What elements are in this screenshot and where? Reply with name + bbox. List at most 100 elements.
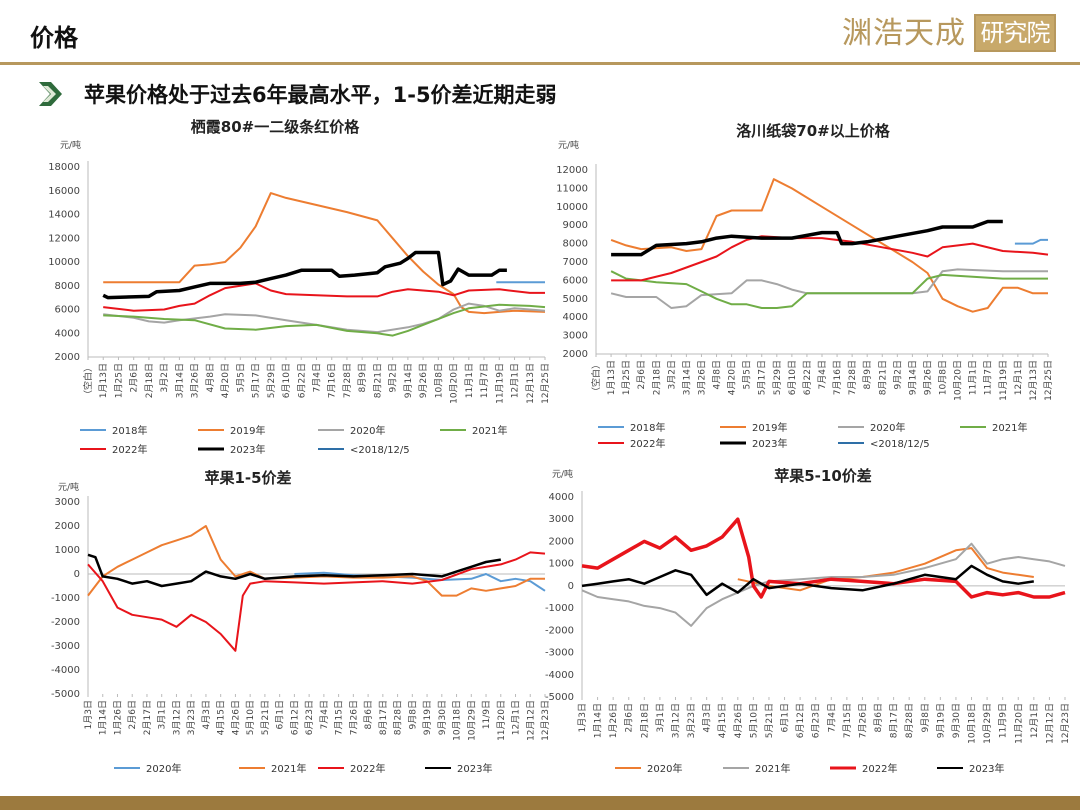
x-tick-label: 3月12日 [670, 703, 681, 738]
x-tick-label: 10月8日 [938, 360, 949, 395]
x-tick-label: 2月17日 [142, 700, 153, 735]
chart-title: 洛川纸袋70#以上价格 [736, 122, 890, 140]
x-tick-label: 8月21日 [877, 360, 888, 395]
x-tick-label: 12月25日 [1043, 360, 1054, 401]
x-tick-label: 8月17日 [378, 700, 389, 735]
series-line-2021年 [103, 303, 546, 337]
y-tick-label: 8000 [563, 239, 588, 250]
x-tick-label: 4月8日 [205, 363, 216, 392]
x-tick-label: 5月29日 [266, 363, 277, 398]
legend-label: <2018/12/5 [870, 439, 930, 450]
legend-label: 2022年 [350, 762, 385, 775]
legend-label: <2018/12/5 [350, 445, 410, 456]
y-tick-label: 3000 [55, 497, 80, 508]
x-tick-label: 4月26日 [230, 700, 241, 735]
x-tick-label: 11月19日 [998, 360, 1009, 401]
x-tick-label: 9月26日 [922, 360, 933, 395]
y-tick-label: 12000 [48, 233, 80, 244]
y-axis-unit: 元/吨 [558, 139, 579, 151]
x-tick-label: 6月22日 [802, 360, 813, 395]
x-tick-label: 8月28日 [904, 703, 915, 738]
x-tick-label: 3月23日 [686, 703, 697, 738]
x-tick-label: 7月28日 [342, 363, 353, 398]
series-line-2021年 [610, 270, 1048, 309]
x-tick-label: 1月3日 [83, 700, 94, 729]
x-tick-label: 10月29日 [466, 700, 477, 741]
chart-title: 栖霞80#一二级条红价格 [191, 118, 360, 136]
x-tick-label: 7月16日 [327, 363, 338, 398]
x-tick-label: 5月10日 [748, 703, 759, 738]
x-tick-label: 10月29日 [982, 703, 993, 744]
series-line-2019年 [103, 192, 546, 315]
x-tick-label: 3月26日 [190, 363, 201, 398]
x-tick-label: 3月14日 [681, 360, 692, 395]
x-tick-label: 8月21日 [372, 363, 383, 398]
series-line-2020年 [737, 547, 1034, 592]
y-tick-label: 2000 [563, 349, 588, 360]
x-tick-label: 4月3日 [201, 700, 212, 729]
x-tick-label: 4月20日 [220, 363, 231, 398]
y-tick-label: 4000 [55, 328, 80, 339]
y-axis-unit: 元/吨 [60, 139, 81, 151]
series-line-2022年 [87, 551, 546, 652]
y-axis-unit: 元/吨 [552, 468, 573, 480]
legend-label: 2021年 [472, 424, 507, 437]
series-line-2023年 [581, 564, 1034, 597]
x-tick-label: 2月6日 [129, 363, 140, 392]
x-tick-label: 12月1日 [511, 700, 522, 735]
series-line-2022年 [103, 282, 545, 312]
x-tick-label: 5月5日 [235, 363, 246, 392]
x-tick-label: 7月4日 [312, 363, 323, 392]
x-tick-label: 8月9日 [862, 360, 873, 389]
x-tick-label: 6月23日 [304, 700, 315, 735]
x-tick-label: 5月29日 [772, 360, 783, 395]
y-tick-label: -4000 [545, 670, 574, 681]
y-tick-label: -2000 [51, 617, 80, 628]
x-tick-label: 2月18日 [144, 363, 155, 398]
x-tick-label: 9月19日 [422, 700, 433, 735]
y-tick-label: 4000 [563, 312, 588, 323]
x-tick-label: 7月28日 [847, 360, 858, 395]
x-tick-label: 8月9日 [357, 363, 368, 392]
legend-label: 2020年 [350, 424, 385, 437]
legend-label: 2022年 [630, 437, 665, 450]
x-tick-label: 1月3日 [577, 703, 588, 732]
x-tick-label: 9月30日 [437, 700, 448, 735]
y-tick-label: 14000 [48, 210, 80, 221]
x-tick-label: 9月26日 [418, 363, 429, 398]
legend-label: 2022年 [862, 762, 897, 775]
brand-logo-box: 研究院 [974, 14, 1056, 52]
x-tick-label: 5月21日 [260, 700, 271, 735]
y-tick-label: 9000 [563, 220, 588, 231]
header-rule [0, 62, 1080, 65]
series-line-2023年 [102, 250, 507, 300]
x-tick-label: 9月14日 [907, 360, 918, 395]
y-tick-label: -3000 [545, 648, 574, 659]
chart-spread-5-10: 苹果5-10价差 元/吨 -5000 -4000 -3000 -2000 -1000 0 100… [545, 467, 1070, 775]
y-tick-label: 12000 [556, 165, 588, 176]
y-tick-label: -1000 [51, 593, 80, 604]
legend-label: 2019年 [230, 424, 265, 437]
x-tick-label: 6月10日 [281, 363, 292, 398]
x-tick-label: 9月2日 [388, 363, 399, 392]
y-tick-label: 2000 [549, 536, 574, 547]
y-tick-label: 10000 [48, 257, 80, 268]
x-tick-label: 7月4日 [319, 700, 330, 729]
x-tick-label: 11月1日 [968, 360, 979, 395]
y-tick-label: 2000 [55, 521, 80, 532]
x-tick-label: 5月21日 [764, 703, 775, 738]
x-tick-label: 1月25日 [113, 363, 124, 398]
x-tick-label: 10月20日 [953, 360, 964, 401]
slide-headline: 苹果价格处于过去6年最高水平，1-5价差近期走弱 [84, 83, 557, 107]
chart-title: 苹果5-10价差 [774, 467, 872, 485]
series-line-2019年 [610, 178, 1048, 313]
x-tick-label: 3月26日 [696, 360, 707, 395]
series-line-2023年 [611, 219, 1003, 257]
x-tick-label: 3月2日 [159, 363, 170, 392]
x-tick-label: 9月30日 [951, 703, 962, 738]
x-tick-label: 7月4日 [826, 703, 837, 732]
x-tick-label: 5月17日 [251, 363, 262, 398]
x-tick-label: 11/9日 [481, 700, 492, 729]
